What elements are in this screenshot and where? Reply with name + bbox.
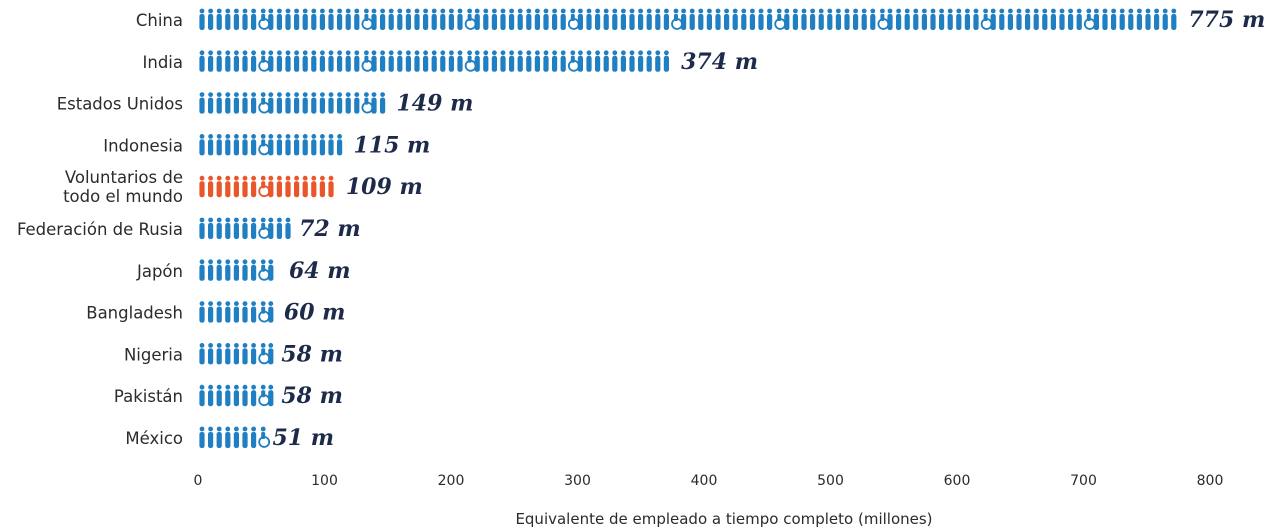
category-label: Bangladesh <box>86 304 183 323</box>
category-label: China <box>136 11 183 30</box>
bar <box>199 343 274 365</box>
category-label: Japón <box>136 262 183 281</box>
x-axis: 0 100 200 300 400 500 600 700 800 <box>194 473 1224 489</box>
bar <box>199 8 1177 30</box>
bar <box>199 384 274 407</box>
x-tick-label: 300 <box>564 473 591 489</box>
x-tick-label: 0 <box>194 473 203 489</box>
category-label: México <box>125 429 183 448</box>
bar <box>199 175 334 198</box>
value-label: 149 m <box>396 91 473 117</box>
value-label: 775 m <box>1188 7 1265 33</box>
value-label: 374 m <box>681 49 758 75</box>
bars-layer <box>199 8 1177 448</box>
value-label: 60 m <box>284 300 346 326</box>
value-label: 58 m <box>281 383 343 409</box>
category-label: Voluntarios de todo el mundo <box>63 168 183 206</box>
x-tick-label: 400 <box>691 473 718 489</box>
category-label: Estados Unidos <box>57 95 183 114</box>
x-axis-title: Equivalente de empleado a tiempo complet… <box>515 510 932 528</box>
category-label: Pakistán <box>114 387 183 406</box>
bar <box>199 217 291 239</box>
bar <box>199 134 343 156</box>
x-tick-label: 100 <box>311 473 338 489</box>
value-label: 51 m <box>273 425 335 451</box>
x-tick-label: 500 <box>817 473 844 489</box>
x-tick-label: 200 <box>438 473 465 489</box>
value-label: 64 m <box>289 258 351 284</box>
category-label: Indonesia <box>103 136 183 155</box>
bar <box>199 301 274 323</box>
bar <box>199 259 274 281</box>
value-label: 109 m <box>346 174 423 200</box>
category-label: India <box>143 53 184 72</box>
x-tick-label: 800 <box>1197 473 1224 489</box>
value-label: 58 m <box>281 341 343 367</box>
value-label: 72 m <box>299 216 361 242</box>
category-label: Nigeria <box>124 345 183 364</box>
bar <box>199 426 271 448</box>
bar <box>199 92 386 114</box>
value-label: 115 m <box>353 132 430 158</box>
x-tick-label: 600 <box>944 473 971 489</box>
x-tick-label: 700 <box>1070 473 1097 489</box>
labels-layer: China 775 m India 374 m Estados Unidos 149 m I… <box>17 7 1265 451</box>
bar <box>199 50 669 72</box>
category-label: Federación de Rusia <box>17 220 183 239</box>
